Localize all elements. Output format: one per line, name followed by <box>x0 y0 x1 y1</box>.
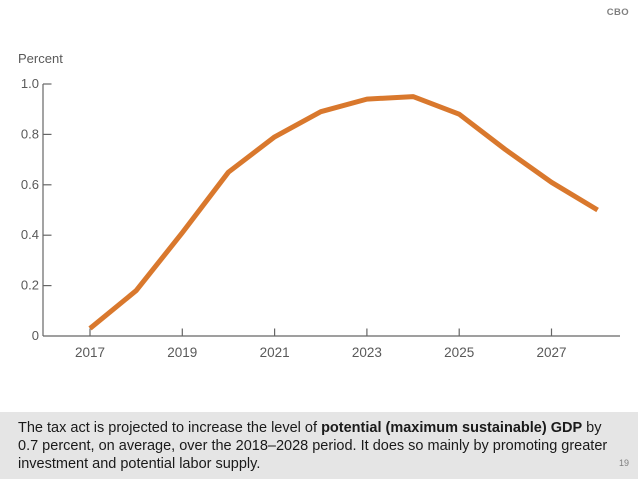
x-tick-label: 2027 <box>536 345 566 360</box>
x-tick-label: 2021 <box>260 345 290 360</box>
x-tick-label: 2023 <box>352 345 382 360</box>
y-tick-label: 0.2 <box>21 278 39 293</box>
y-tick-label: 0 <box>32 328 39 343</box>
cbo-logo: CBO <box>606 7 629 18</box>
x-tick-label: 2017 <box>75 345 105 360</box>
chart-svg: Percent 0 0.2 0.4 0.6 0.8 1.0 2017 2019 2021 2023 2… <box>18 51 620 360</box>
gdp-effect-line <box>88 94 599 331</box>
y-axis-title: Percent <box>18 51 63 66</box>
caption-box: The tax act is projected to increase the… <box>0 412 638 479</box>
x-tick-label: 2025 <box>444 345 474 360</box>
y-tick-label: 0.4 <box>21 227 39 242</box>
x-tick-label: 2019 <box>167 345 197 360</box>
potential-gdp-line-chart: Percent 0 0.2 0.4 0.6 0.8 1.0 2017 2019 2021 2023 2… <box>18 51 620 360</box>
y-tick-label: 0.6 <box>21 177 39 192</box>
caption-text: The tax act is projected to increase the… <box>0 412 638 473</box>
y-tick-label: 1.0 <box>21 76 39 91</box>
y-tick-label: 0.8 <box>21 126 39 141</box>
caption-bold-phrase: potential (maximum sustainable) GDP <box>321 420 583 436</box>
caption-part2: by 0.7 percent, on average, over the 201… <box>18 420 608 472</box>
page-number: 19 <box>618 458 629 468</box>
caption-part1: The tax act is projected to increase the… <box>18 420 322 436</box>
